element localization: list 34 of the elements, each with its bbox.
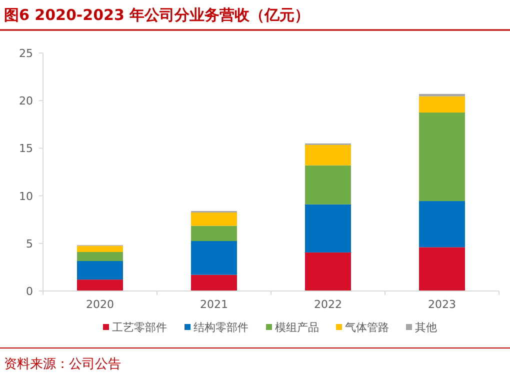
bar (419, 201, 465, 248)
bar (191, 274, 237, 291)
bar (305, 252, 351, 291)
bar (77, 246, 123, 252)
bar (77, 261, 123, 280)
y-tick-label: 10 (19, 190, 33, 203)
y-tick-label: 20 (19, 94, 33, 108)
legend-label: 模组产品 (275, 321, 319, 334)
bar (191, 226, 237, 242)
bar (305, 165, 351, 204)
x-tick-label: 2022 (314, 298, 342, 311)
legend-label: 其他 (415, 321, 437, 334)
bar (77, 252, 123, 262)
bar (77, 280, 123, 291)
x-tick-label: 2020 (86, 298, 114, 311)
legend-label: 工艺零部件 (112, 321, 167, 334)
y-tick-label: 0 (26, 285, 33, 298)
bar (419, 247, 465, 291)
bar (419, 112, 465, 202)
x-tick-label: 2021 (200, 298, 228, 311)
bar (191, 241, 237, 275)
bar (305, 204, 351, 252)
x-tick-label: 2023 (428, 298, 456, 311)
y-tick-label: 15 (19, 142, 33, 156)
y-tick-label: 5 (26, 237, 33, 250)
bar (419, 96, 465, 112)
legend-label: 气体管路 (345, 321, 389, 334)
bar (305, 144, 351, 166)
chart-title: 图6 2020-2023 年公司分业务营收（亿元） (4, 6, 310, 24)
bar (191, 212, 237, 226)
text: 资料来源：公司公告 (4, 357, 121, 372)
legend-label: 结构零部件 (194, 321, 248, 334)
bar (419, 94, 465, 96)
y-tick-label: 25 (19, 47, 33, 60)
